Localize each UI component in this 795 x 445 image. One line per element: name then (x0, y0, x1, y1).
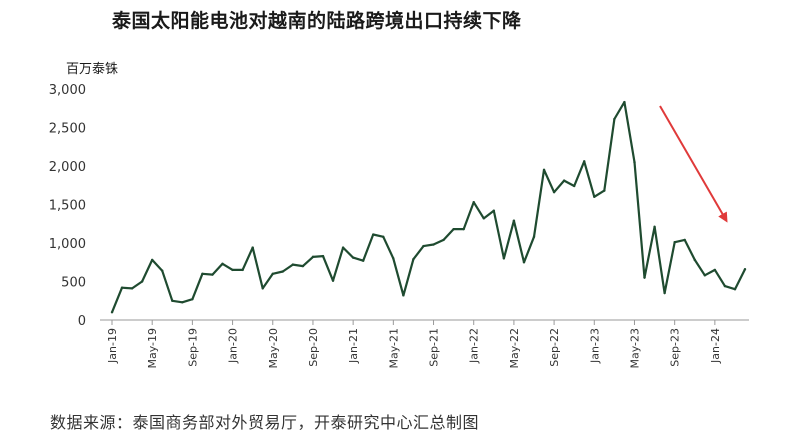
data-point (291, 263, 295, 266)
data-point (452, 227, 455, 231)
data-point (130, 287, 134, 290)
data-point (331, 279, 335, 282)
data-point (241, 268, 244, 272)
data-point (462, 227, 465, 231)
y-tick-label: 2,000 (49, 160, 86, 175)
data-point (733, 288, 737, 291)
x-tick-label: Jan-20 (227, 328, 240, 364)
x-tick-label: Jan-23 (588, 328, 601, 364)
data-point (161, 269, 164, 272)
y-tick-label: 1,500 (49, 199, 86, 214)
chart-title: 泰国太阳能电池对越南的陆路跨境出口持续下降 (112, 10, 522, 32)
data-point (140, 280, 144, 283)
data-point (341, 246, 345, 249)
data-point (613, 117, 616, 121)
data-point (261, 287, 264, 290)
data-point (442, 238, 445, 242)
x-tick-label: May-21 (387, 328, 400, 369)
data-point (653, 225, 656, 229)
x-tick-label: Sep-22 (548, 328, 561, 367)
y-axis-ticks: 0 500 1,000 1,500 2,000 2,500 3,000 (49, 83, 86, 329)
data-point (392, 257, 395, 260)
data-point (231, 268, 234, 272)
data-point (412, 257, 415, 261)
data-point (382, 235, 385, 239)
data-point (150, 258, 154, 262)
data-point (623, 100, 626, 104)
series-line (110, 100, 746, 313)
data-point (321, 254, 325, 258)
data-point (171, 299, 174, 302)
x-tick-label: Jan-22 (468, 328, 481, 364)
data-point (211, 273, 214, 276)
data-point (372, 233, 375, 236)
data-point (281, 270, 285, 273)
data-point (522, 261, 526, 264)
data-point (402, 294, 405, 297)
series-points (110, 100, 747, 314)
data-point (120, 286, 124, 289)
data-point (301, 264, 305, 268)
data-point (492, 209, 496, 212)
x-tick-label: Jan-24 (709, 328, 722, 364)
data-point (743, 267, 747, 271)
data-point (643, 276, 646, 279)
data-point (502, 257, 506, 260)
data-point (633, 160, 636, 164)
data-point (542, 168, 546, 172)
y-tick-label: 0 (78, 314, 86, 329)
data-point (693, 258, 696, 262)
x-tick-label: Sep-19 (186, 328, 199, 367)
x-tick-label: Sep-20 (307, 328, 320, 367)
y-tick-label: 2,500 (49, 122, 86, 137)
data-point (572, 184, 576, 188)
trend-arrow (659, 105, 728, 223)
x-tick-label: Sep-21 (428, 328, 441, 367)
x-tick-label: Jan-21 (347, 328, 360, 364)
data-point (532, 235, 536, 239)
data-point (432, 243, 435, 246)
data-point (663, 291, 666, 295)
data-point (251, 246, 254, 249)
data-point (583, 160, 586, 163)
data-point (271, 272, 274, 275)
x-tick-label: May-22 (508, 328, 521, 369)
data-point (361, 259, 365, 262)
data-point (201, 272, 204, 275)
data-point (512, 219, 516, 222)
source-note: 数据来源：泰国商务部对外贸易厅，开泰研究中心汇总制图 (50, 413, 480, 432)
x-axis-ticks: Jan-19 May-19 Sep-19 Jan-20 May-20 Sep-20 Jan-… (106, 320, 722, 369)
data-point (482, 217, 485, 220)
y-tick-label: 3,000 (49, 83, 86, 98)
data-point (422, 244, 425, 248)
data-point (603, 189, 606, 192)
x-tick-label: Sep-23 (669, 328, 682, 367)
x-tick-label: May-20 (267, 328, 280, 369)
data-point (593, 195, 596, 198)
data-point (703, 274, 707, 277)
data-point (181, 301, 184, 304)
x-tick-label: May-19 (146, 328, 159, 369)
data-point (683, 238, 686, 242)
data-point (713, 268, 717, 272)
data-point (221, 262, 224, 265)
data-point (723, 284, 727, 288)
data-point (311, 255, 315, 259)
y-tick-label: 1,000 (49, 237, 86, 252)
decline-arrow (659, 105, 728, 223)
data-point (351, 256, 355, 259)
y-tick-label: 500 (61, 276, 86, 291)
data-point (110, 311, 114, 314)
y-axis-unit-label: 百万泰铢 (66, 62, 119, 77)
data-point (552, 190, 556, 194)
x-tick-label: May-23 (628, 328, 641, 369)
data-point (472, 200, 475, 204)
data-point (191, 298, 194, 301)
data-point (562, 179, 566, 182)
data-point (673, 241, 676, 244)
x-tick-label: Jan-19 (106, 328, 119, 364)
